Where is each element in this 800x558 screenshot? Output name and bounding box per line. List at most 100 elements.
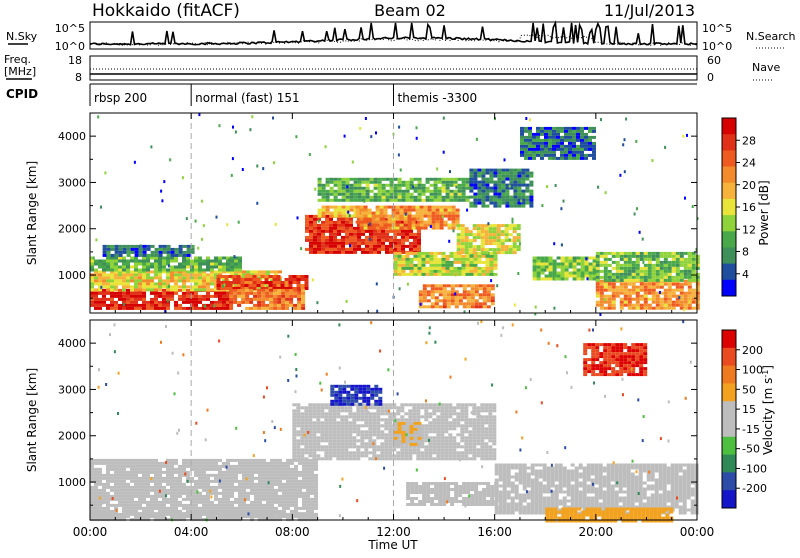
power-cell: [333, 233, 337, 236]
power-cell: [497, 187, 501, 190]
power-cell: [467, 305, 471, 308]
power-cell: [333, 230, 337, 233]
velocity-cell: [102, 492, 106, 495]
power-cell: [414, 267, 418, 270]
power-cell: [162, 282, 166, 285]
power-cell: [664, 267, 668, 270]
power-cell: [146, 266, 150, 269]
velocity-cell: [314, 483, 318, 486]
power-cell: [174, 307, 178, 310]
velocity-cell: [106, 483, 110, 486]
power-cell: [457, 248, 461, 251]
power-cell: [285, 295, 289, 298]
velocity-cell: [324, 427, 328, 430]
power-cell: [652, 292, 656, 295]
power-cell: [458, 178, 462, 181]
velocity-cell: [368, 451, 372, 454]
power-cell: [398, 199, 402, 202]
power-cell: [557, 272, 561, 275]
power-cell: [448, 240, 450, 243]
power-cell: [410, 196, 414, 199]
power-cell: [322, 212, 326, 215]
power-cell: [182, 292, 186, 295]
power-cell: [473, 193, 477, 196]
velocity-cell: [344, 427, 348, 430]
power-cell: [473, 178, 477, 181]
power-cell: [604, 295, 608, 298]
power-cell: [226, 263, 230, 266]
power-cell: [405, 236, 409, 239]
velocity-cell: [340, 430, 344, 433]
power-cell: [668, 279, 672, 282]
power-cell: [497, 230, 501, 233]
power-cell: [373, 230, 377, 233]
velocity-cell: [388, 421, 392, 424]
power-cell: [110, 266, 114, 269]
power-cell: [620, 258, 624, 261]
power-cell: [545, 257, 549, 260]
power-cell: [620, 307, 624, 310]
power-cell: [672, 304, 676, 307]
power-cell: [564, 139, 568, 142]
velocity-cell: [246, 465, 250, 468]
power-cell: [111, 245, 115, 248]
velocity-cell: [266, 498, 270, 501]
velocity-cell: [94, 459, 98, 462]
power-cell: [524, 157, 528, 160]
velocity-cell: [368, 457, 372, 460]
power-cell: [524, 145, 528, 148]
power-cell: [349, 251, 353, 254]
power-cell: [407, 283, 409, 286]
power-cell: [434, 190, 438, 193]
power-cell: [397, 221, 401, 224]
power-cell: [537, 266, 541, 269]
power-cell: [485, 184, 489, 187]
velocity-cell: [134, 486, 138, 489]
power-cell: [479, 305, 483, 308]
power-cell: [114, 304, 118, 307]
velocity-cell: [314, 477, 318, 480]
velocity-cell: [328, 457, 332, 460]
velocity-cell: [316, 445, 320, 448]
power-cell: [580, 127, 584, 130]
power-cell: [660, 261, 664, 264]
velocity-cell: [114, 515, 118, 518]
power-cell: [517, 187, 521, 190]
power-cell: [426, 252, 430, 255]
power-cell: [179, 251, 183, 254]
power-cell: [537, 278, 541, 281]
velocity-cell: [356, 427, 360, 430]
power-cell: [408, 218, 412, 221]
power-cell: [564, 157, 568, 160]
power-cell: [229, 284, 233, 287]
velocity-cell: [158, 507, 162, 510]
power-cell: [505, 251, 509, 254]
power-cell: [98, 288, 102, 291]
power-cell: [386, 196, 390, 199]
power-cell: [481, 227, 485, 230]
power-cell: [313, 242, 317, 245]
power-cell: [401, 242, 405, 245]
power-cell: [210, 263, 214, 266]
velocity-cell: [130, 477, 134, 480]
power-cell: [317, 242, 321, 245]
power-cell: [581, 260, 585, 263]
velocity-cell: [262, 504, 266, 507]
power-cell: [369, 248, 373, 251]
power-cell: [364, 206, 368, 209]
power-cell: [90, 279, 94, 282]
power-cell: [497, 172, 501, 175]
velocity-cell: [210, 501, 214, 504]
power-cell: [150, 304, 154, 307]
power-cell: [434, 199, 438, 202]
velocity-cell: [122, 486, 126, 489]
velocity-cell: [130, 468, 134, 471]
velocity-cell: [376, 427, 380, 430]
power-cell: [616, 279, 620, 282]
power-cell: [656, 295, 660, 298]
power-cell: [458, 261, 462, 264]
power-cell: [150, 145, 152, 148]
power-cell: [358, 190, 362, 193]
power-cell: [225, 287, 229, 290]
power-cell: [372, 212, 376, 215]
